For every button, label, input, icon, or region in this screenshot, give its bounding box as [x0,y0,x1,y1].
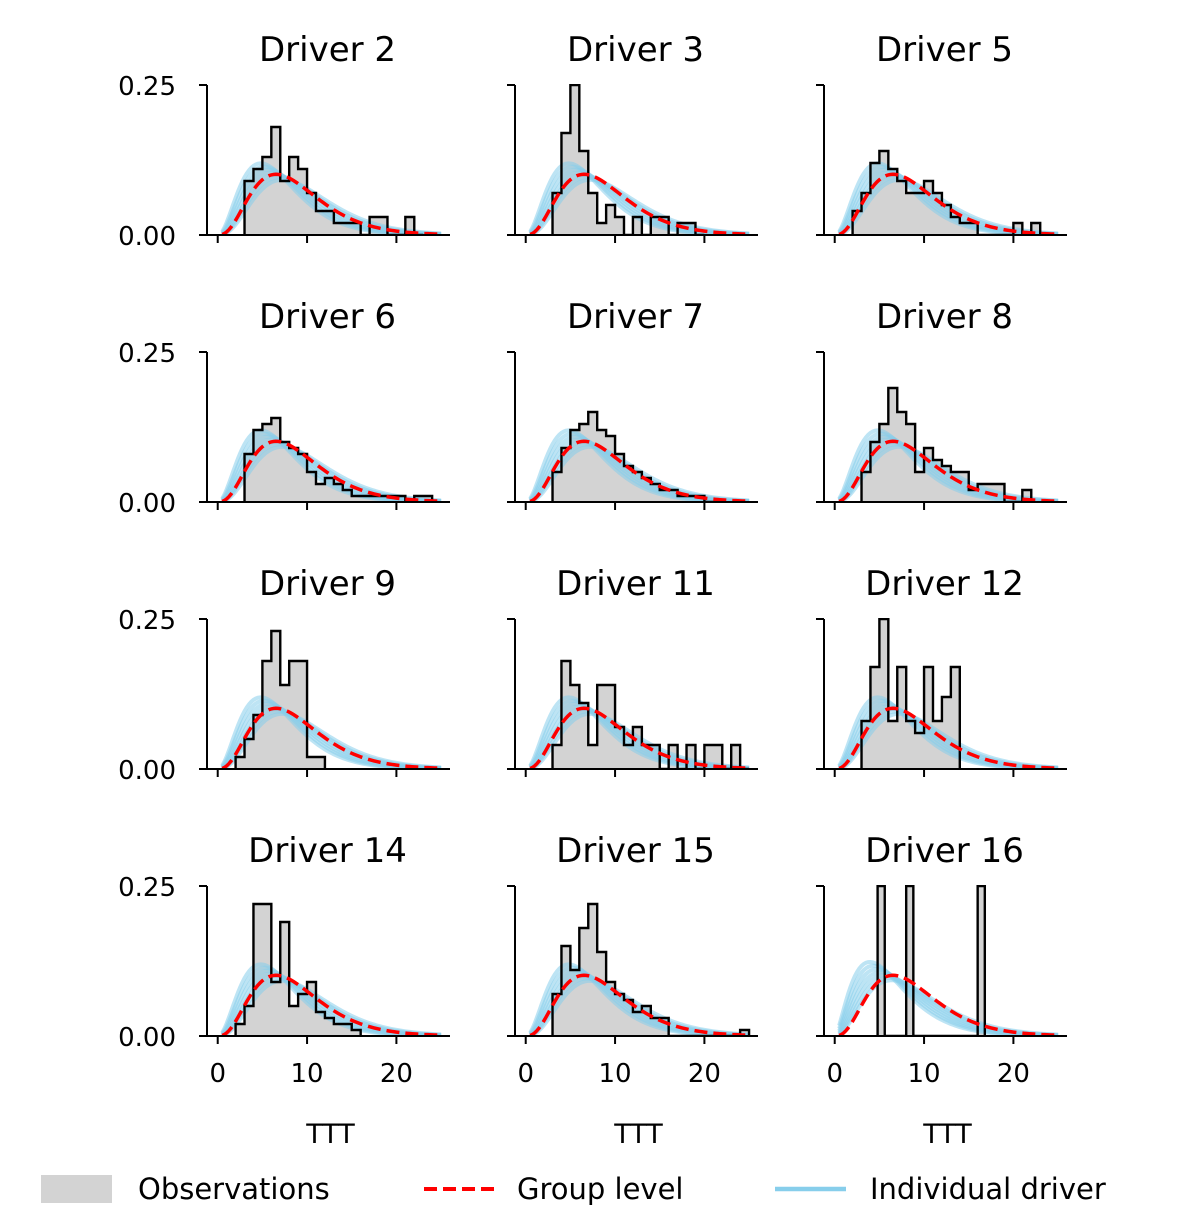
subplot-title: Driver 5 [876,30,1013,70]
group-level-line [221,439,442,502]
individual-driver-line [221,711,442,769]
individual-driver-line [529,978,750,1036]
histogram-fill [552,904,750,1036]
subplot-title: Driver 15 [556,831,715,871]
histogram-outline [860,618,961,769]
histogram-outline [551,410,723,502]
x-tick-label: 0 [209,1059,226,1089]
subplot-title: Driver 2 [259,30,396,70]
group-level-line [221,973,442,1036]
individual-driver-line [529,177,750,235]
group-level-line [838,172,1059,235]
y-tick-label: 0.25 [118,339,176,369]
histogram-fill [861,388,1032,502]
x-tick-label: 20 [688,1059,721,1089]
subplot-title: Driver 11 [556,564,715,604]
group-level-line [838,706,1059,769]
individual-driver-line [529,711,750,769]
subplot-11: 0 10 20 TTT Driver 15 [507,831,758,1150]
y-tick-label: 0.00 [118,222,176,252]
y-tick-label: 0.25 [118,873,176,903]
histogram-fill [552,85,705,235]
histogram-fill [244,418,433,502]
x-tick-label: 20 [997,1059,1030,1089]
group-level-line [529,172,750,235]
x-axis-label: TTT [305,1119,355,1150]
subplot-8: Driver 11 [507,564,758,777]
subplot-title: Driver 16 [865,831,1024,871]
group-level-line [838,439,1059,502]
subplot-7: 0.00 0.25 Driver 9 [118,564,450,786]
histogram-outline [551,84,705,235]
individual-driver-curves [528,161,750,235]
subplot-5: Driver 7 [507,297,758,510]
individual-driver-curves [837,959,1059,1036]
subplot-6: Driver 8 [816,297,1067,510]
group-level-line [529,439,750,502]
subplot-2: Driver 3 [507,30,758,243]
subplot-title: Driver 6 [259,297,396,337]
y-tick-label: 0.25 [118,606,176,636]
subplot-3: Driver 5 [816,30,1067,243]
x-tick-label: 10 [291,1059,324,1089]
x-axis-label: TTT [922,1119,972,1150]
x-tick-label: 20 [380,1059,413,1089]
histogram-fill [852,151,1041,235]
group-level-line [221,706,442,769]
individual-driver-curves [220,695,442,769]
y-tick-label: 0.00 [118,756,176,786]
histogram-outline [851,149,1042,235]
subplot-title: Driver 3 [567,30,704,70]
group-level-line [838,973,1059,1036]
histogram-outline [860,386,1033,502]
x-axis-label: TTT [613,1119,663,1150]
subplot-title: Driver 9 [259,564,396,604]
group-level-line [221,172,442,235]
x-tick-label: 10 [908,1059,941,1089]
y-tick-label: 0.00 [118,1023,176,1053]
histogram-outline [243,125,424,235]
individual-driver-line [221,978,442,1036]
y-tick-label: 0.00 [118,489,176,519]
individual-driver-line [838,711,1059,769]
histogram-fill [244,127,424,235]
individual-driver-curves [528,695,750,769]
individual-driver-curves [837,695,1059,769]
subplot-title: Driver 7 [567,297,704,337]
histogram-outline [243,416,434,502]
subplot-1: 0.00 0.25 Driver 2 [118,30,450,252]
subplot-title: Driver 8 [876,297,1013,337]
histogram-fill [235,904,361,1036]
x-tick-label: 0 [517,1059,534,1089]
subplot-title: Driver 12 [865,564,1024,604]
histogram-outline [234,902,362,1036]
subplot-9: Driver 12 [816,564,1067,777]
legend-individual-driver-label: Individual driver [870,1172,1106,1206]
group-level-line [529,973,750,1036]
subplot-title: Driver 14 [248,831,407,871]
legend: Observations Group level Individual driver [41,1172,1106,1206]
legend-observations-patch [41,1175,112,1203]
legend-group-level-label: Group level [517,1172,683,1206]
group-level-line [529,706,750,769]
histogram-fill [552,412,723,502]
subplot-12: 0 10 20 TTT Driver 16 [816,831,1067,1150]
x-tick-label: 10 [599,1059,632,1089]
legend-observations-label: Observations [138,1172,330,1206]
y-tick-label: 0.25 [118,72,176,102]
histogram-fill [552,661,750,769]
subplot-4: 0.00 0.25 Driver 6 [118,297,450,519]
x-tick-label: 0 [826,1059,843,1089]
subplot-10: 0.00 0.25 0 10 20 TTT Driver 14 [118,831,450,1150]
